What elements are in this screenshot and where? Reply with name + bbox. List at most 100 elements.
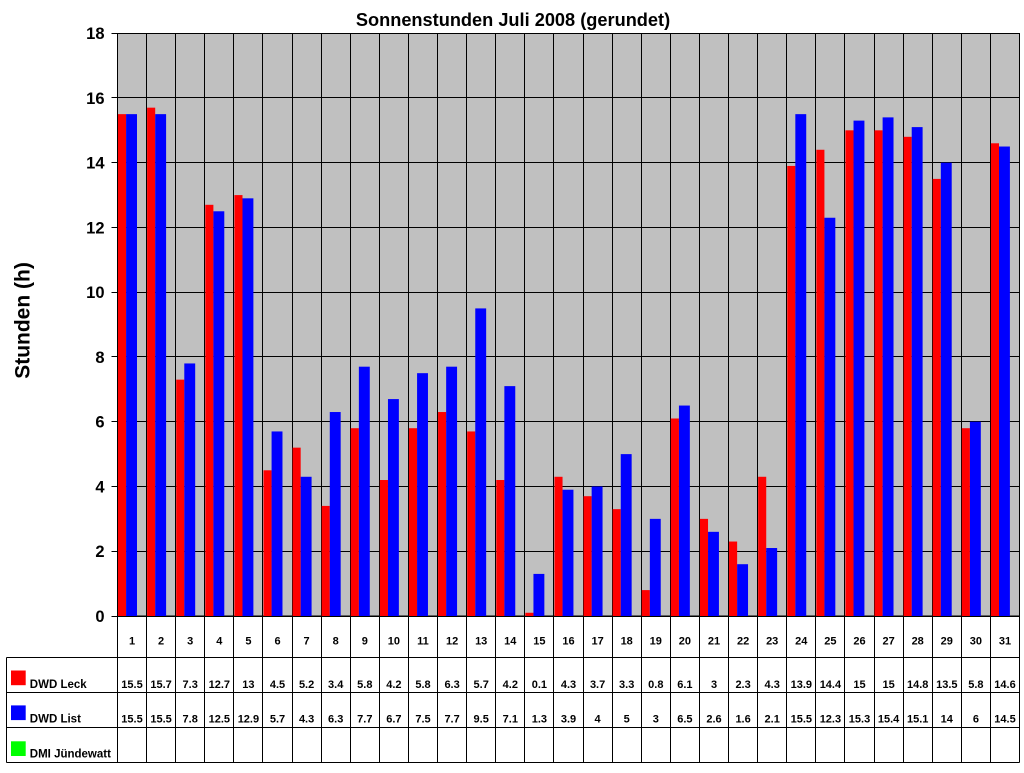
svg-text:21: 21 bbox=[708, 635, 720, 647]
svg-text:14: 14 bbox=[504, 635, 517, 647]
svg-text:6.3: 6.3 bbox=[328, 714, 343, 726]
svg-text:6.3: 6.3 bbox=[444, 679, 459, 691]
svg-text:3: 3 bbox=[711, 679, 717, 691]
svg-text:5.8: 5.8 bbox=[357, 679, 372, 691]
svg-text:3.4: 3.4 bbox=[328, 679, 344, 691]
svg-text:10: 10 bbox=[86, 284, 104, 302]
svg-text:14: 14 bbox=[86, 155, 105, 173]
svg-text:4.2: 4.2 bbox=[503, 679, 518, 691]
svg-text:15: 15 bbox=[882, 679, 894, 691]
svg-text:5.8: 5.8 bbox=[415, 679, 430, 691]
svg-text:20: 20 bbox=[679, 635, 691, 647]
svg-text:12.7: 12.7 bbox=[209, 679, 230, 691]
svg-text:15.5: 15.5 bbox=[150, 714, 171, 726]
svg-text:5.8: 5.8 bbox=[968, 679, 983, 691]
svg-text:14.6: 14.6 bbox=[994, 679, 1015, 691]
svg-text:14.4: 14.4 bbox=[820, 679, 842, 691]
svg-text:11: 11 bbox=[417, 635, 429, 647]
svg-text:Stunden (h): Stunden (h) bbox=[11, 262, 34, 379]
svg-text:2.6: 2.6 bbox=[706, 714, 721, 726]
svg-text:13: 13 bbox=[242, 679, 254, 691]
svg-text:23: 23 bbox=[766, 635, 778, 647]
svg-text:3: 3 bbox=[653, 714, 659, 726]
svg-text:10: 10 bbox=[388, 635, 400, 647]
svg-text:12.9: 12.9 bbox=[238, 714, 259, 726]
svg-text:6.5: 6.5 bbox=[677, 714, 692, 726]
svg-text:16: 16 bbox=[562, 635, 574, 647]
svg-text:4.3: 4.3 bbox=[299, 714, 314, 726]
svg-text:DWD Leck: DWD Leck bbox=[30, 679, 87, 691]
svg-text:14.8: 14.8 bbox=[907, 679, 928, 691]
svg-text:14.5: 14.5 bbox=[994, 714, 1015, 726]
svg-text:3.7: 3.7 bbox=[590, 679, 605, 691]
svg-text:7.8: 7.8 bbox=[183, 714, 198, 726]
svg-text:4.3: 4.3 bbox=[765, 679, 780, 691]
svg-text:12.3: 12.3 bbox=[820, 714, 841, 726]
svg-text:18: 18 bbox=[621, 635, 633, 647]
svg-text:31: 31 bbox=[999, 635, 1011, 647]
svg-text:5: 5 bbox=[245, 635, 251, 647]
svg-text:3: 3 bbox=[187, 635, 193, 647]
svg-text:0: 0 bbox=[95, 608, 104, 626]
svg-text:25: 25 bbox=[824, 635, 836, 647]
svg-text:15.1: 15.1 bbox=[907, 714, 928, 726]
svg-text:5.2: 5.2 bbox=[299, 679, 314, 691]
svg-text:6.7: 6.7 bbox=[386, 714, 401, 726]
svg-text:15.5: 15.5 bbox=[791, 714, 812, 726]
svg-text:6.1: 6.1 bbox=[677, 679, 692, 691]
svg-text:4: 4 bbox=[216, 635, 223, 647]
svg-text:Sonnenstunden Juli 2008 (gerun: Sonnenstunden Juli 2008 (gerundet) bbox=[356, 10, 670, 30]
svg-text:7.7: 7.7 bbox=[444, 714, 459, 726]
svg-text:13.9: 13.9 bbox=[791, 679, 812, 691]
svg-text:6: 6 bbox=[973, 714, 979, 726]
svg-text:12.5: 12.5 bbox=[209, 714, 230, 726]
svg-text:3.9: 3.9 bbox=[561, 714, 576, 726]
svg-text:7: 7 bbox=[304, 635, 310, 647]
svg-text:15.7: 15.7 bbox=[150, 679, 171, 691]
svg-text:16: 16 bbox=[86, 90, 104, 108]
svg-text:4.3: 4.3 bbox=[561, 679, 576, 691]
svg-text:2.3: 2.3 bbox=[735, 679, 750, 691]
svg-text:12: 12 bbox=[86, 220, 104, 238]
svg-text:7.5: 7.5 bbox=[415, 714, 430, 726]
svg-text:1.6: 1.6 bbox=[735, 714, 750, 726]
svg-text:8: 8 bbox=[95, 349, 104, 367]
svg-text:0.8: 0.8 bbox=[648, 679, 663, 691]
svg-text:4.2: 4.2 bbox=[386, 679, 401, 691]
svg-text:7.7: 7.7 bbox=[357, 714, 372, 726]
svg-text:24: 24 bbox=[795, 635, 808, 647]
svg-text:1: 1 bbox=[129, 635, 135, 647]
svg-text:6: 6 bbox=[274, 635, 280, 647]
svg-text:28: 28 bbox=[912, 635, 924, 647]
svg-text:12: 12 bbox=[446, 635, 458, 647]
svg-text:5.7: 5.7 bbox=[474, 679, 489, 691]
svg-text:DMI Jündewatt: DMI Jündewatt bbox=[30, 749, 111, 761]
svg-text:4: 4 bbox=[95, 479, 105, 497]
svg-text:4.5: 4.5 bbox=[270, 679, 285, 691]
svg-text:5: 5 bbox=[624, 714, 630, 726]
svg-text:19: 19 bbox=[650, 635, 662, 647]
svg-text:15.3: 15.3 bbox=[849, 714, 870, 726]
svg-text:15.5: 15.5 bbox=[121, 679, 142, 691]
svg-text:6: 6 bbox=[95, 414, 104, 432]
svg-text:18: 18 bbox=[86, 25, 104, 43]
svg-text:22: 22 bbox=[737, 635, 749, 647]
svg-text:15.4: 15.4 bbox=[878, 714, 900, 726]
svg-text:2: 2 bbox=[95, 543, 104, 561]
svg-text:14: 14 bbox=[941, 714, 954, 726]
svg-text:26: 26 bbox=[853, 635, 865, 647]
svg-text:4: 4 bbox=[595, 714, 602, 726]
svg-text:0.1: 0.1 bbox=[532, 679, 547, 691]
svg-text:2: 2 bbox=[158, 635, 164, 647]
svg-text:9.5: 9.5 bbox=[474, 714, 489, 726]
svg-text:7.1: 7.1 bbox=[503, 714, 518, 726]
svg-text:15.5: 15.5 bbox=[121, 714, 142, 726]
svg-text:1.3: 1.3 bbox=[532, 714, 547, 726]
svg-text:7.3: 7.3 bbox=[183, 679, 198, 691]
svg-text:27: 27 bbox=[882, 635, 894, 647]
svg-text:15: 15 bbox=[853, 679, 865, 691]
svg-text:15: 15 bbox=[533, 635, 545, 647]
svg-text:3.3: 3.3 bbox=[619, 679, 634, 691]
svg-text:30: 30 bbox=[970, 635, 982, 647]
svg-text:17: 17 bbox=[591, 635, 603, 647]
